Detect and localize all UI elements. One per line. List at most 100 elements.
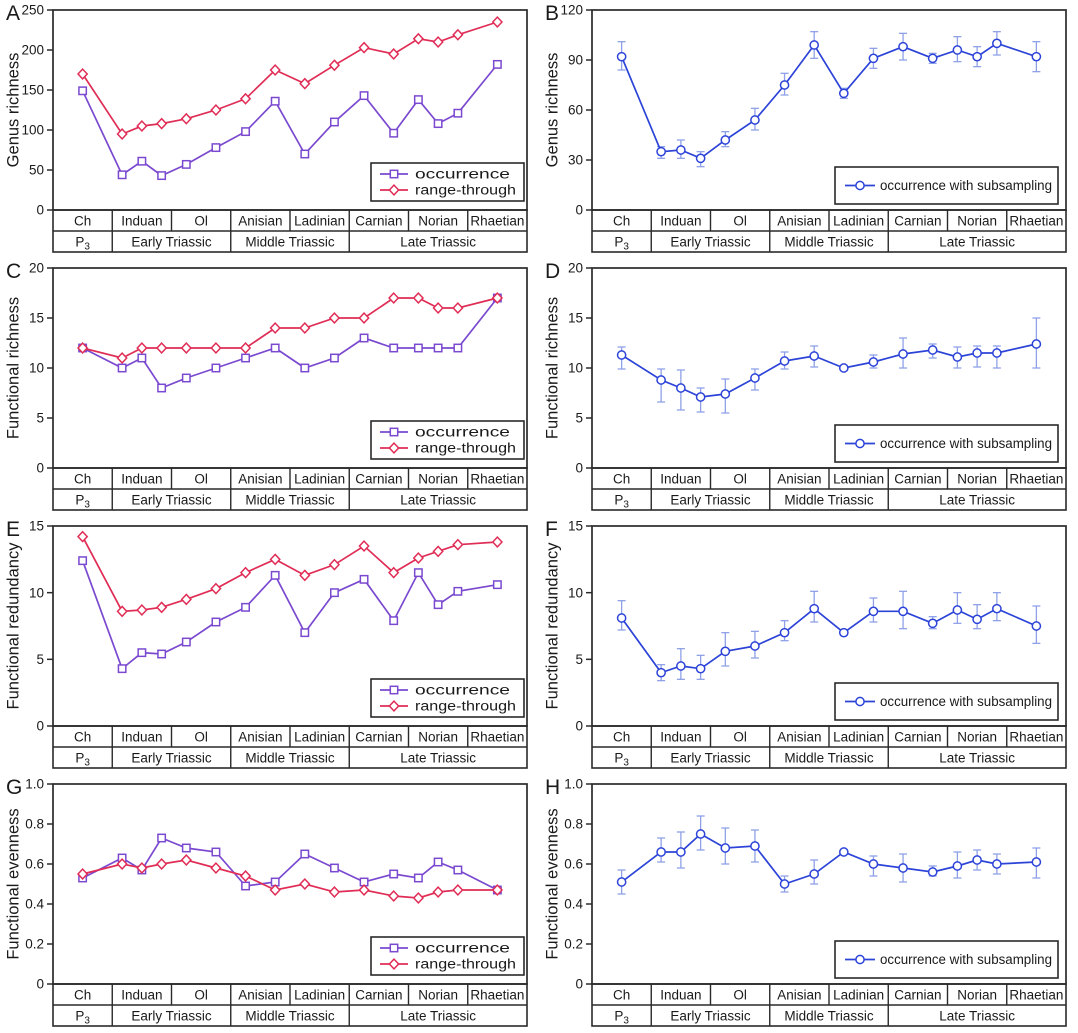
circle-marker [616,877,627,887]
square-marker [389,869,399,879]
time-scale-table: Ch Induan Ol Anisian Ladinian Carnian Norian Rh… [52,983,528,1027]
svg-text:Ol: Ol [733,213,747,228]
circle-marker [927,618,938,629]
square-marker [157,171,167,181]
svg-text:Carnian: Carnian [894,729,941,744]
svg-text:0: 0 [36,203,44,218]
panel-letter-e: E [6,518,21,541]
square-marker [117,664,127,674]
circle-marker [952,861,963,871]
svg-text:Late Triassic: Late Triassic [400,234,476,249]
diamond-marker [328,886,341,898]
svg-text:occurrence: occurrence [415,167,510,182]
circle-marker [855,438,865,449]
svg-text:Norian: Norian [957,987,997,1002]
panel-letter-f: F [545,518,558,541]
svg-text:Rhaetian: Rhaetian [470,987,524,1002]
svg-text:P3: P3 [75,234,90,252]
svg-text:Anisian: Anisian [238,471,282,486]
svg-text:Induan: Induan [660,987,701,1002]
circle-marker [779,356,790,366]
square-marker [389,616,399,626]
svg-text:range-through: range-through [415,957,516,972]
diamond-marker [432,36,444,48]
time-scale-table: Ch Induan Ol Anisian Ladinian Carnian Norian Rh… [52,209,528,253]
diamond-marker [269,322,281,334]
square-marker [137,353,147,363]
svg-text:Late Triassic: Late Triassic [939,234,1015,249]
svg-text:range-through: range-through [415,183,516,198]
svg-text:10: 10 [29,585,44,600]
square-marker [359,91,369,101]
svg-text:10: 10 [29,361,44,376]
diamond-marker [76,342,89,354]
square-marker [329,353,339,363]
diamond-marker [388,566,400,579]
svg-text:Ladinian: Ladinian [833,471,884,486]
svg-text:100: 100 [21,123,44,138]
diamond-marker [180,593,192,606]
time-scale-table: Ch Induan Ol Anisian Ladinian Carnian Norian Rh… [591,467,1067,511]
circle-marker [972,51,982,62]
svg-text:Rhaetian: Rhaetian [1009,471,1063,486]
circle-marker [695,663,706,674]
series-line [81,63,499,177]
diamond-marker [155,858,168,870]
svg-text:Late Triassic: Late Triassic [939,492,1015,507]
circle-marker [809,40,820,50]
chart-canvas-g: 0 0.2 0.4 0.6 0.8 1.0 Ch Induan Ol Anisian Ladinia… [25,777,528,1027]
svg-text:0: 0 [575,977,583,992]
diamond-marker [452,884,464,896]
square-marker [211,847,221,857]
square-marker [389,128,399,138]
svg-text:Norian: Norian [957,729,997,744]
square-marker [117,170,127,180]
legend: occurrence with subsampling [834,940,1059,979]
circle-marker [676,383,686,393]
circle-marker [952,352,963,362]
svg-text:Middle Triassic: Middle Triassic [784,234,874,249]
svg-text:Norian: Norian [418,987,458,1002]
diamond-marker [432,886,444,898]
svg-text:0.2: 0.2 [25,937,44,952]
time-scale-table: Ch Induan Ol Anisian Ladinian Carnian Norian Rh… [52,725,528,769]
svg-text:Middle Triassic: Middle Triassic [784,750,874,765]
square-marker [157,383,167,393]
svg-text:Middle Triassic: Middle Triassic [245,234,335,249]
error-bars [617,31,1041,168]
square-marker [181,373,191,383]
circle-marker [952,605,963,615]
diamond-marker [491,292,504,304]
svg-text:Carnian: Carnian [355,729,402,744]
circle-marker [616,350,627,360]
circle-marker [992,859,1002,869]
series-line [82,297,498,359]
panel-b: B Genus richness 0 30 60 90 120 Ch Induan Ol Ani… [539,0,1078,258]
square-marker [270,96,280,106]
circle-marker [898,41,908,52]
svg-text:1.0: 1.0 [25,777,44,792]
diamond-marker [452,302,464,314]
diamond-marker [239,870,252,882]
svg-text:20: 20 [568,261,583,276]
svg-text:50: 50 [29,163,44,178]
diamond-marker [412,32,425,45]
svg-text:P3: P3 [75,750,90,768]
svg-text:Rhaetian: Rhaetian [1009,213,1063,228]
circle-marker [676,145,686,155]
diamond-marker [432,545,444,558]
svg-text:occurrence with subsampling: occurrence with subsampling [880,694,1052,709]
svg-text:Early Triassic: Early Triassic [131,492,212,507]
svg-text:Rhaetian: Rhaetian [470,471,524,486]
svg-text:Middle Triassic: Middle Triassic [784,492,874,507]
svg-text:Rhaetian: Rhaetian [470,729,524,744]
circle-marker [809,869,820,879]
square-marker [413,95,423,105]
svg-text:P3: P3 [614,1008,629,1026]
svg-text:occurrence with subsampling: occurrence with subsampling [880,178,1052,193]
svg-text:Rhaetian: Rhaetian [470,213,524,228]
svg-text:Early Triassic: Early Triassic [670,750,751,765]
square-marker [300,363,310,373]
svg-text:Induan: Induan [121,471,162,486]
square-marker [211,143,221,153]
